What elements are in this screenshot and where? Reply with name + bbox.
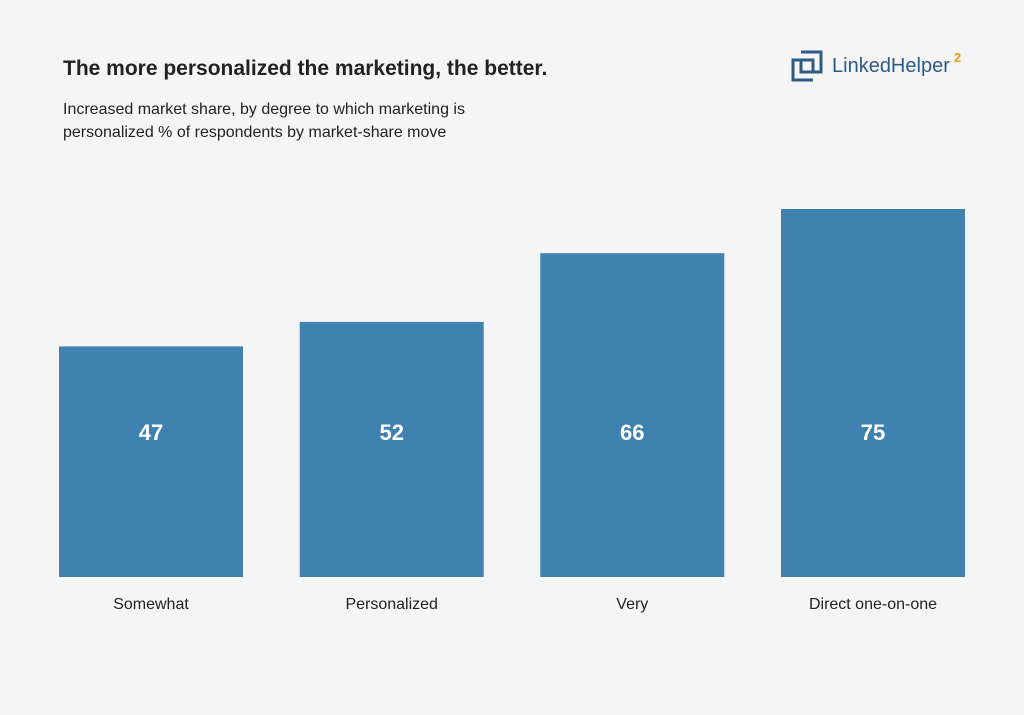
data-label: 47	[139, 420, 163, 445]
category-label: Somewhat	[113, 596, 189, 613]
chart-title: The more personalized the marketing, the…	[63, 57, 548, 80]
logo-wordmark: LinkedHelper	[832, 54, 950, 77]
category-label: Personalized	[345, 596, 438, 613]
data-label: 75	[861, 420, 885, 445]
data-label: 66	[620, 420, 644, 445]
chart-subtitle: Increased market share, by degree to whi…	[63, 101, 465, 141]
logo-superscript: 2	[953, 49, 962, 65]
category-label: Direct one-on-one	[809, 596, 937, 613]
bar-direct-one-on-one	[781, 209, 965, 577]
bar-very	[540, 253, 725, 577]
linked-squares-icon	[791, 50, 823, 82]
brand-logo: LinkedHelper 2	[791, 50, 961, 82]
bar-personalized	[299, 321, 484, 577]
bar-somewhat	[59, 346, 243, 577]
data-label: 52	[379, 420, 403, 445]
category-label: Very	[616, 596, 648, 613]
